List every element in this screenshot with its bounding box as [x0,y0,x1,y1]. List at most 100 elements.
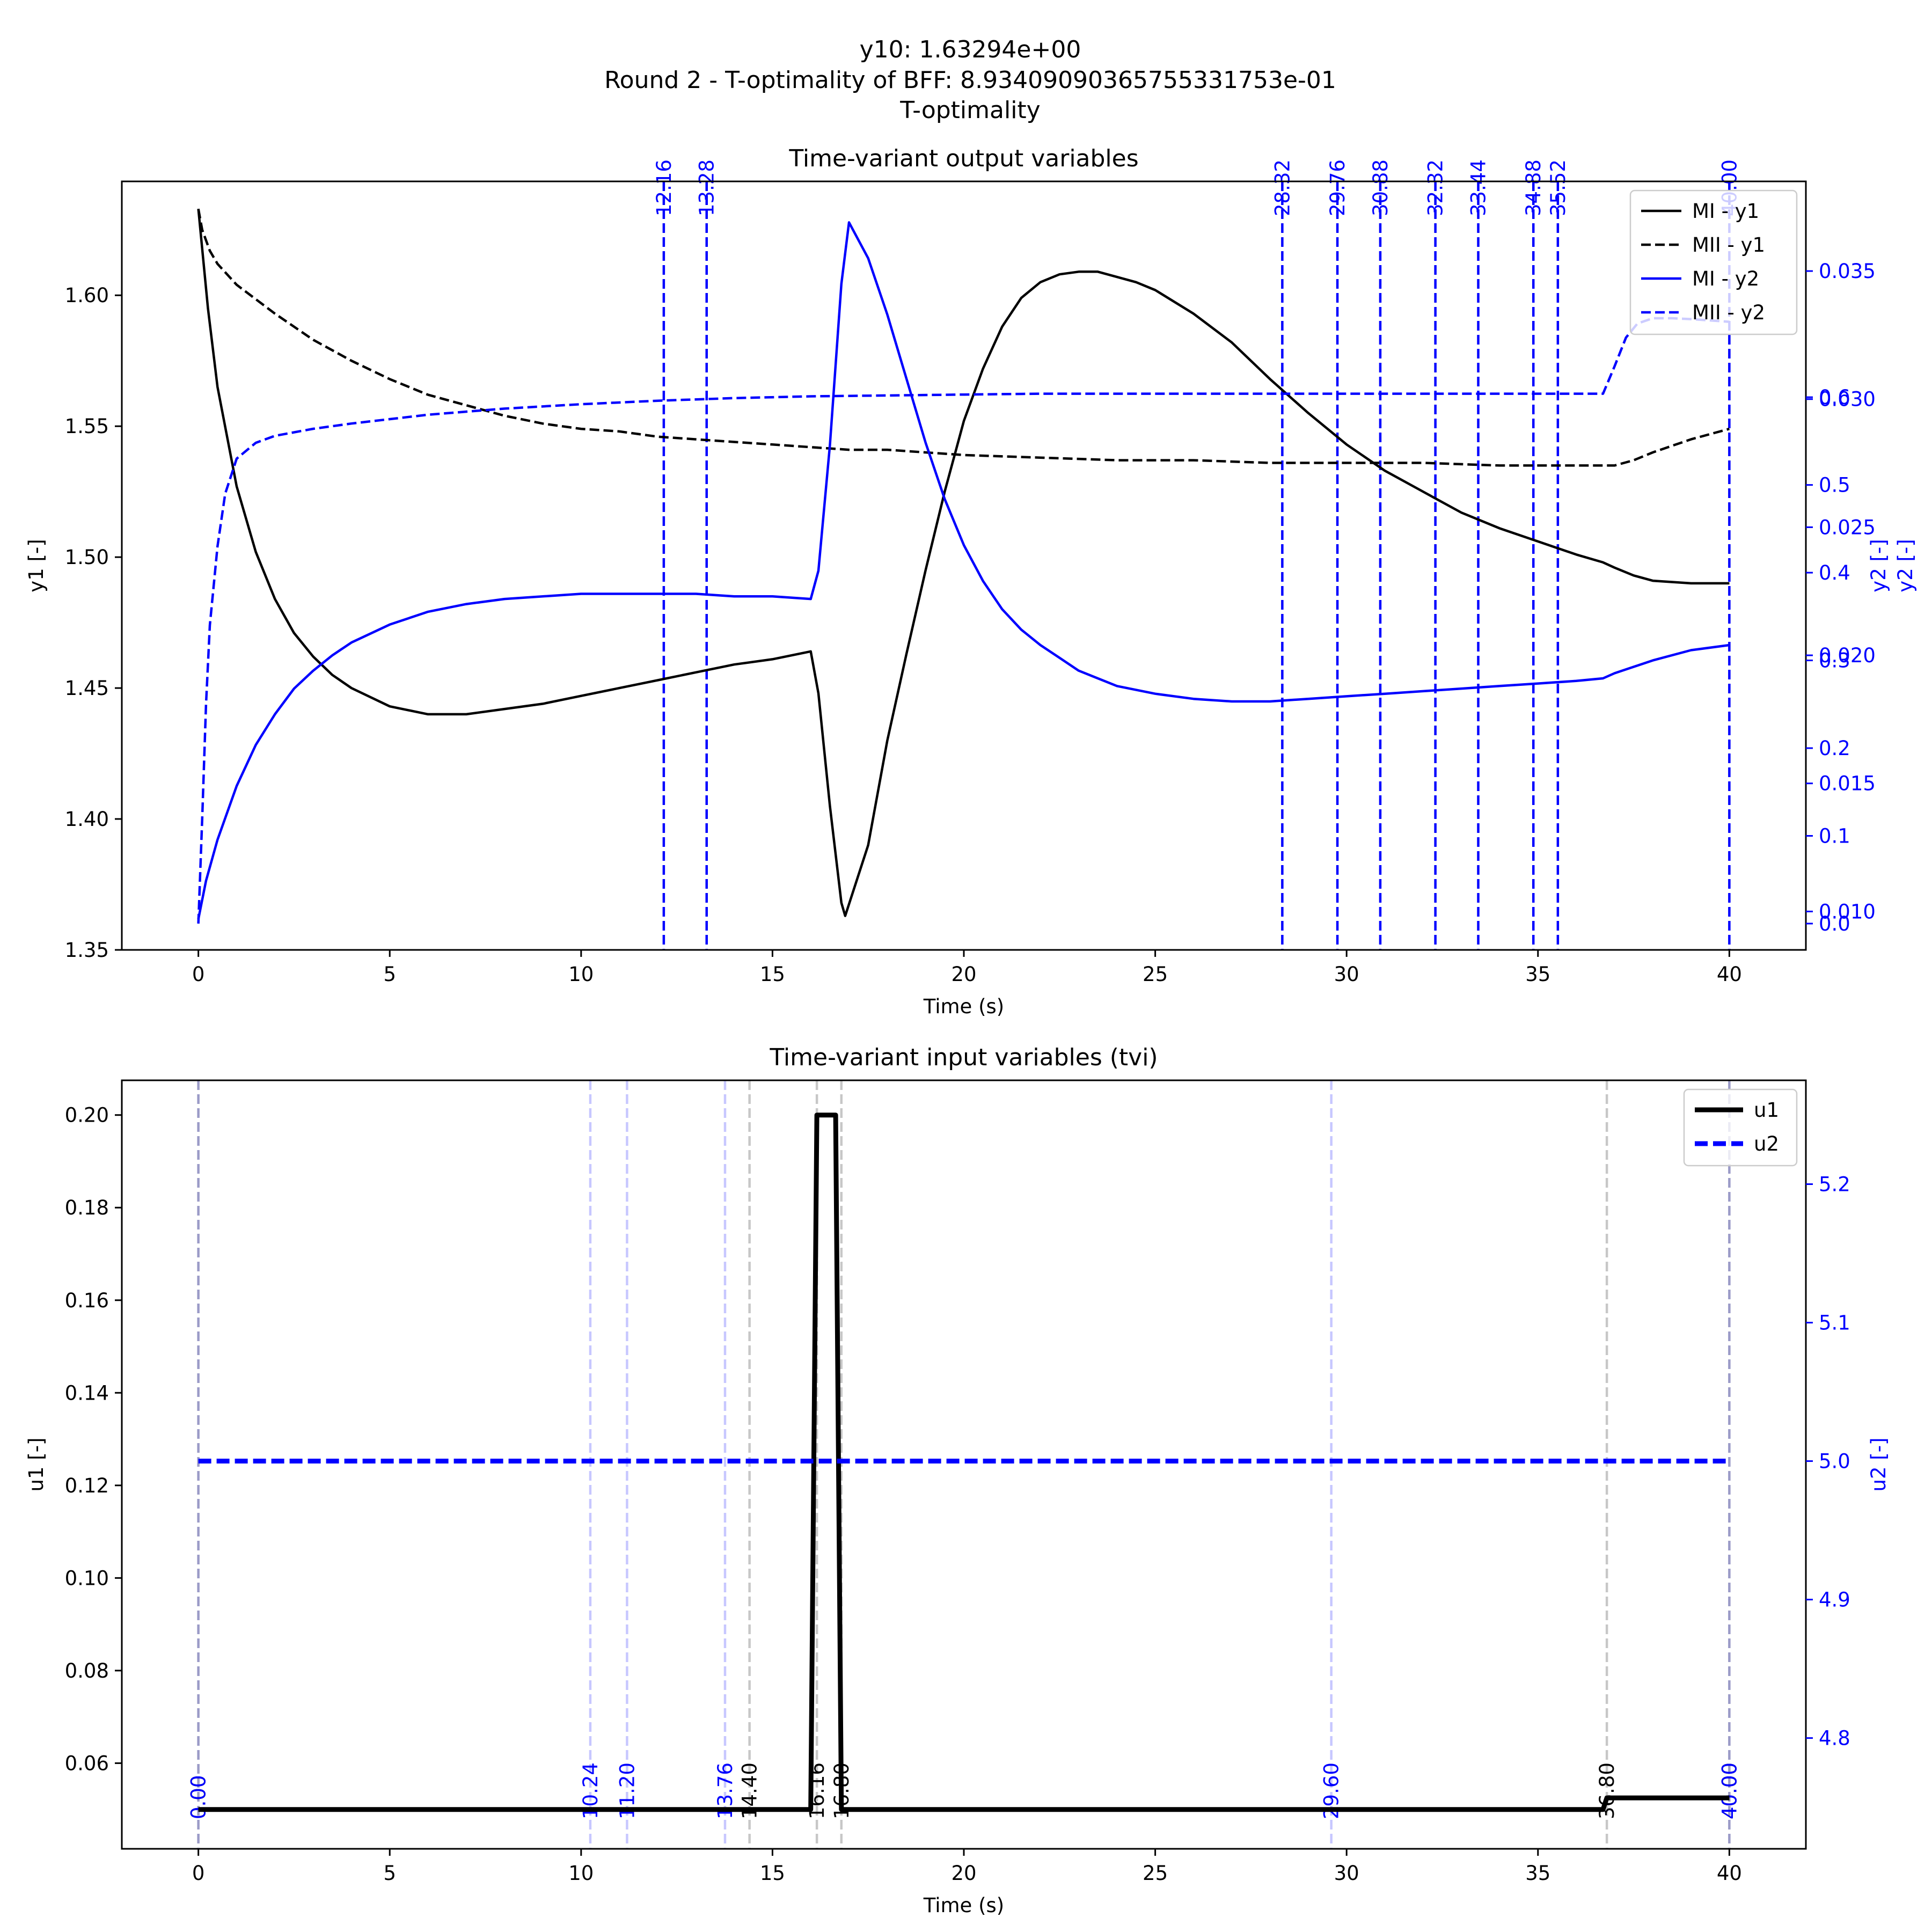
x-tick-label: 0 [192,963,205,986]
input-u1-ticks: 0.06 0.08 0.10 0.12 0.14 0.16 0.18 0.20 [65,1104,122,1775]
u2-tick-label: 4.9 [1819,1589,1850,1612]
output-y2-ticks-a: 0.010 0.015 0.020 0.025 0.030 0.035 [1806,260,1876,923]
sampling-line-label: 12.16 [653,159,676,216]
u2-tick-label: 4.8 [1819,1727,1850,1750]
legend-label: MII - y2 [1692,301,1765,324]
output-x-axis-label: Time (s) [923,995,1004,1018]
suptitle-line-1: y10: 1.63294e+00 [860,36,1081,63]
output-legend: MI - y1 MII - y1 MI - y2 MII - y2 [1629,189,1798,335]
y2-tick-label: 0.1 [1819,824,1850,847]
output-x-ticks: 0 5 10 15 20 25 30 35 40 [192,950,1742,986]
u1-tick-label: 0.06 [65,1752,109,1775]
legend-label: MI - y1 [1692,200,1759,223]
u1-tick-label: 0.20 [65,1104,109,1127]
y2-tick-label: 0.0 [1819,912,1850,935]
u1-tick-label: 0.10 [65,1567,109,1590]
y2-tick-label: 0.025 [1819,516,1876,539]
y1-tick-label: 1.60 [65,284,109,307]
sampling-line-label: 33.44 [1467,159,1490,216]
sampling-line-label: 32.32 [1424,159,1447,216]
input-u2-axis-label: u2 [-] [1867,1438,1890,1492]
x-tick-label: 40 [1717,963,1742,986]
u2-tick-label: 5.2 [1819,1173,1850,1196]
x-tick-label: 10 [568,1862,594,1885]
u1-switch-label: 0.00 [187,1775,210,1819]
u1-tick-label: 0.16 [65,1289,109,1312]
input-series [198,1113,1730,1812]
output-variables-subplot: Time-variant output variables 12.16 13.28… [25,145,1917,1018]
x-tick-label: 40 [1717,1862,1742,1885]
series-line-mi-y2 [197,221,1730,920]
y1-tick-label: 1.40 [65,808,109,831]
legend-label: MII - y1 [1692,233,1765,257]
input-x-ticks: 0 5 10 15 20 25 30 35 40 [192,1849,1742,1885]
x-tick-label: 25 [1143,1862,1168,1885]
u1-tick-label: 0.12 [65,1474,109,1497]
output-y2-axis-label: y2 [-] [1867,539,1890,592]
x-tick-label: 15 [760,1862,785,1885]
y2-tick-label: 0.030 [1819,388,1876,411]
input-variables-subplot: Time-variant input variables (tvi) 0.00 1… [25,1044,1890,1917]
input-x-axis-label: Time (s) [923,1894,1004,1917]
y2-tick-label: 0.035 [1819,260,1876,283]
output-y1-ticks: 1.35 1.40 1.45 1.50 1.55 1.60 [65,284,122,962]
series-line-mii-y1 [197,208,1730,467]
input-u1-axis-label: u1 [-] [25,1438,48,1492]
x-tick-label: 35 [1525,1862,1550,1885]
x-tick-label: 25 [1143,963,1168,986]
legend-box [1683,1088,1798,1167]
legend-label: u2 [1754,1132,1779,1155]
y2-tick-label: 0.3 [1819,649,1850,672]
legend-label: MI - y2 [1692,267,1759,290]
y2-tick-label: 0.020 [1819,644,1876,667]
output-y1-axis-label: y1 [-] [25,539,48,592]
y1-tick-label: 1.45 [65,677,109,700]
y2-tick-label: 0.6 [1819,386,1850,409]
y2-tick-label: 0.5 [1819,474,1850,497]
y2-tick-label: 0.4 [1819,561,1850,584]
u1-switch-label: 40.00 [1718,1762,1741,1819]
suptitle-line-3: T-optimality [899,97,1040,124]
sampling-line-label: 28.32 [1271,159,1294,216]
y2-tick-label: 0.015 [1819,772,1876,795]
output-y2-ticks-b: 0.0 0.1 0.2 0.3 0.4 0.5 0.6 [1806,386,1850,935]
u2-switch-label: 0.00 [187,1775,210,1819]
legend-box [1629,189,1798,335]
x-tick-label: 5 [383,963,396,986]
switching-lines: 0.00 14.40 16.16 16.80 36.80 40.000.00 10.24 11… [187,1080,1741,1849]
u1-tick-label: 0.14 [65,1381,109,1404]
sampling-line-label: 13.28 [696,159,719,216]
input-u2-ticks: 4.8 4.9 5.0 5.1 5.2 [1806,1173,1850,1750]
x-tick-label: 30 [1334,963,1359,986]
output-subplot-title: Time-variant output variables [788,145,1138,172]
y1-tick-label: 1.55 [65,415,109,438]
y1-tick-label: 1.50 [65,546,109,569]
sampling-line-label: 34.88 [1522,159,1545,216]
y2-tick-label: 0.2 [1819,737,1850,760]
u2-switch-label: 40.00 [1718,1762,1741,1819]
sampling-line-label: 35.52 [1547,159,1570,216]
output-series [197,208,1730,924]
sampling-lines: 12.16 13.28 28.32 29.76 30.88 32.32 33.44 34.88… [653,159,1741,950]
x-tick-label: 15 [760,963,785,986]
series-line-mii-y2 [197,317,1730,924]
y1-tick-label: 1.35 [65,939,109,962]
sampling-line-label: 30.88 [1369,159,1392,216]
x-tick-label: 35 [1525,963,1550,986]
x-tick-label: 5 [383,1862,396,1885]
output-y2-axis-label-secondary: y2 [-] [1894,539,1917,592]
sampling-line-label: 29.76 [1326,159,1349,216]
u2-tick-label: 5.0 [1819,1450,1850,1473]
x-tick-label: 0 [192,1862,205,1885]
series-line-mi-y1 [197,208,1730,917]
y2-tick-label: 0.010 [1819,900,1876,923]
input-subplot-title: Time-variant input variables (tvi) [769,1044,1158,1071]
x-tick-label: 10 [568,963,594,986]
legend-label: u1 [1754,1099,1779,1122]
suptitle-line-2: Round 2 - T-optimality of BFF: 8.9340909… [604,67,1336,94]
u1-tick-label: 0.18 [65,1196,109,1219]
x-tick-label: 20 [951,1862,976,1885]
